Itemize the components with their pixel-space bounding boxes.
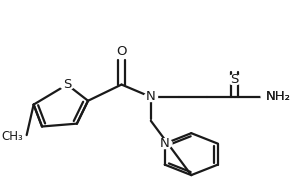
Text: NH₂: NH₂ (266, 89, 291, 103)
Circle shape (144, 92, 158, 102)
Circle shape (227, 75, 242, 85)
Circle shape (157, 139, 172, 149)
Circle shape (114, 47, 129, 57)
Text: S: S (230, 73, 239, 86)
Circle shape (261, 89, 280, 103)
Text: N: N (146, 90, 156, 103)
Circle shape (60, 80, 74, 89)
Text: S: S (63, 78, 71, 91)
Text: NH₂: NH₂ (266, 89, 291, 103)
Text: N: N (160, 137, 170, 150)
Text: O: O (116, 45, 127, 58)
Text: CH₃: CH₃ (1, 130, 23, 142)
